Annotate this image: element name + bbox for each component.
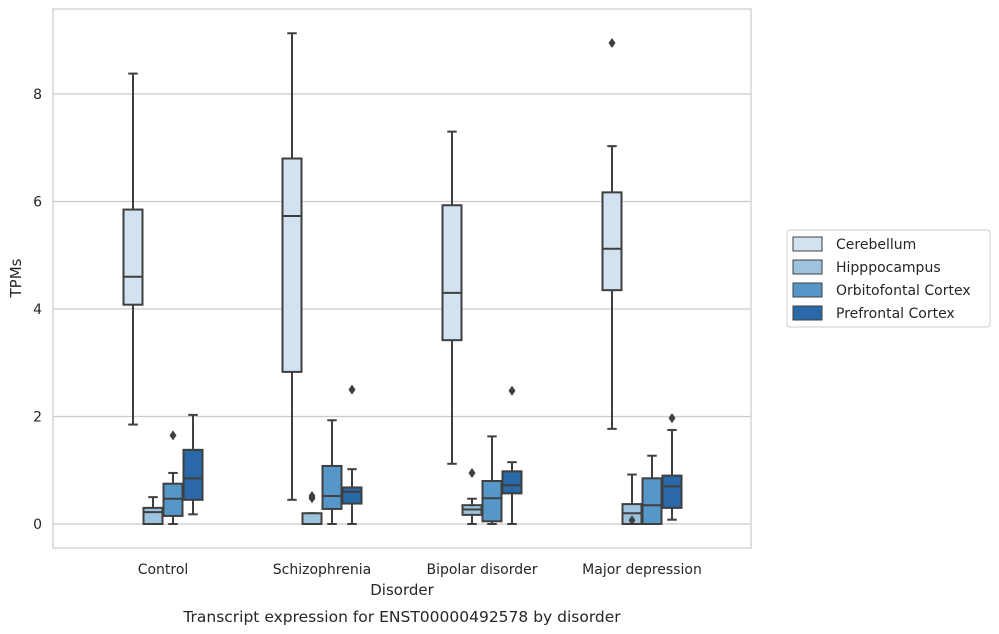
- x-axis-label: Disorder: [370, 581, 434, 599]
- box-iqr: [122, 208, 144, 306]
- outlier-point: [608, 37, 616, 48]
- outlier-point: [308, 491, 316, 502]
- chart-title: Transcript expression for ENST0000049257…: [182, 608, 621, 626]
- y-axis-ticks: 0 2 4 6 8: [33, 87, 42, 533]
- box-0-1: [281, 32, 303, 501]
- box-iqr: [601, 191, 623, 292]
- box-iqr: [142, 506, 164, 525]
- y-tick-label: 0: [33, 517, 42, 533]
- y-tick-label: 4: [33, 302, 42, 318]
- box-iqr: [321, 464, 343, 510]
- outlier-point: [508, 385, 516, 396]
- x-tick-label: Bipolar disorder: [426, 562, 537, 578]
- box-iqr: [281, 157, 303, 373]
- outlier-point: [668, 413, 676, 424]
- legend-swatch: [792, 236, 823, 252]
- box-0-2: [441, 130, 463, 465]
- y-tick-label: 2: [33, 410, 42, 426]
- box-3-1: [341, 384, 363, 525]
- legend-label: Cerebellum: [836, 237, 916, 253]
- box-0-0: [122, 72, 144, 426]
- box-iqr: [182, 448, 204, 501]
- box-3-2: [501, 385, 523, 525]
- outlier-point: [169, 430, 177, 441]
- box-2-2: [481, 435, 503, 525]
- box-3-3: [661, 413, 683, 521]
- box-1-0: [142, 496, 164, 525]
- box-1-2: [461, 467, 483, 525]
- box-1-3: [621, 473, 643, 526]
- plot-area: [122, 32, 683, 526]
- legend: Cerebellum Hipppocampus Orbitofontal Corte…: [786, 229, 991, 328]
- legend-label: Hipppocampus: [836, 260, 941, 276]
- box-1-1: [301, 491, 323, 525]
- box-iqr: [481, 480, 503, 523]
- box-iqr: [301, 512, 323, 525]
- box-iqr: [661, 474, 683, 509]
- legend-swatch: [792, 259, 823, 275]
- x-axis-ticks: Control Schizophrenia Bipolar disorder Majo…: [138, 562, 702, 578]
- grid-lines: [53, 93, 751, 525]
- box-0-3: [601, 37, 623, 430]
- x-tick-label: Major depression: [582, 562, 702, 578]
- outlier-point: [468, 467, 476, 478]
- legend-label: Orbitofontal Cortex: [836, 283, 971, 299]
- legend-frame: [786, 229, 991, 328]
- box-iqr: [501, 470, 523, 495]
- x-tick-label: Control: [138, 562, 189, 578]
- plot-frame: [52, 8, 752, 549]
- box-2-3: [641, 454, 663, 525]
- box-3-0: [182, 413, 204, 516]
- legend-label: Prefrontal Cortex: [836, 306, 955, 322]
- y-tick-label: 6: [33, 195, 42, 211]
- x-tick-label: Schizophrenia: [273, 562, 371, 578]
- y-axis-label: TPMs: [7, 258, 25, 298]
- box-iqr: [441, 204, 463, 342]
- box-iqr: [641, 477, 663, 525]
- box-2-0: [162, 430, 184, 525]
- box-iqr: [162, 482, 184, 517]
- outlier-point: [628, 515, 636, 526]
- box-iqr: [341, 486, 363, 505]
- outlier-point: [348, 384, 356, 395]
- box-2-1: [321, 419, 343, 525]
- legend-swatch: [792, 305, 823, 321]
- y-tick-label: 8: [33, 87, 42, 103]
- legend-swatch: [792, 282, 823, 298]
